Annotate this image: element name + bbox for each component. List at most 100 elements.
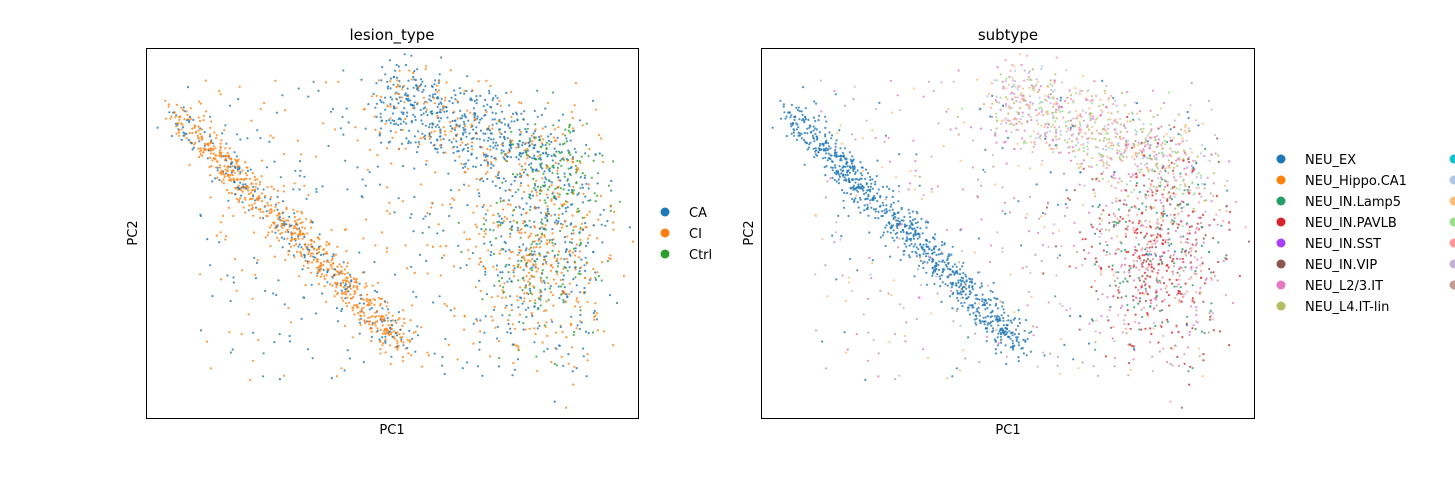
- scatter-point: [440, 56, 443, 59]
- scatter-point: [352, 284, 355, 287]
- scatter-point: [394, 69, 397, 72]
- scatter-point: [349, 293, 352, 296]
- scatter-point: [1163, 153, 1166, 156]
- scatter-point: [293, 182, 296, 185]
- scatter-point: [484, 267, 487, 271]
- scatter-point: [994, 112, 998, 115]
- scatter-point: [530, 312, 533, 315]
- scatter-point: [959, 268, 962, 271]
- scatter-point: [1161, 321, 1164, 324]
- scatter-point: [941, 260, 944, 263]
- scatter-point: [486, 160, 489, 164]
- scatter-point: [935, 253, 938, 257]
- scatter-point: [446, 116, 449, 119]
- scatter-point: [584, 330, 588, 333]
- scatter-point: [572, 225, 576, 229]
- scatter-point: [355, 304, 358, 307]
- scatter-point: [570, 165, 573, 169]
- scatter-point: [457, 221, 460, 224]
- scatter-point: [504, 250, 507, 253]
- scatter-point: [1052, 111, 1055, 114]
- scatter-point: [537, 155, 540, 158]
- scatter-point: [199, 273, 202, 276]
- scatter-point: [386, 319, 389, 322]
- scatter-point: [389, 80, 392, 83]
- scatter-point: [1115, 200, 1118, 203]
- scatter-point: [322, 268, 325, 272]
- scatter-point: [546, 155, 549, 158]
- scatter-point: [506, 331, 509, 334]
- scatter-point: [239, 171, 242, 174]
- scatter-point: [397, 311, 400, 314]
- scatter-point: [1137, 302, 1140, 305]
- scatter-point: [827, 145, 831, 148]
- scatter-point: [525, 202, 528, 205]
- scatter-point: [503, 215, 506, 219]
- scatter-point: [1011, 331, 1014, 334]
- scatter-point: [396, 331, 399, 334]
- scatter-point: [1057, 105, 1060, 108]
- scatter-point: [830, 134, 834, 137]
- scatter-point: [581, 172, 584, 175]
- scatter-point: [322, 253, 325, 256]
- scatter-point: [1192, 207, 1195, 210]
- scatter-point: [946, 284, 949, 287]
- scatter-point: [1196, 155, 1199, 158]
- scatter-point: [995, 316, 998, 319]
- scatter-point: [518, 320, 521, 324]
- scatter-point: [400, 111, 403, 114]
- scatter-point: [566, 159, 569, 162]
- scatter-point: [409, 319, 412, 322]
- scatter-point: [216, 176, 219, 179]
- scatter-point: [1123, 104, 1127, 107]
- scatter-point: [850, 162, 854, 165]
- scatter-point: [299, 222, 302, 225]
- scatter-point: [1144, 208, 1147, 211]
- scatter-point: [586, 359, 589, 362]
- scatter-point: [437, 223, 440, 226]
- scatter-point: [892, 213, 896, 216]
- scatter-point: [334, 253, 338, 256]
- scatter-point: [1126, 120, 1129, 123]
- scatter-point: [811, 134, 815, 137]
- scatter-point: [1008, 119, 1011, 123]
- scatter-point: [426, 272, 429, 275]
- scatter-point: [1155, 186, 1158, 189]
- scatter-point: [471, 251, 474, 255]
- scatter-point: [414, 141, 417, 144]
- scatter-point: [220, 278, 223, 281]
- scatter-point: [249, 378, 252, 381]
- scatter-point: [976, 310, 979, 313]
- scatter-point: [943, 261, 946, 264]
- scatter-point: [962, 290, 965, 293]
- scatter-point: [336, 293, 339, 296]
- scatter-point: [397, 318, 400, 321]
- scatter-point: [468, 238, 471, 241]
- scatter-point: [283, 224, 286, 227]
- scatter-point: [424, 67, 427, 70]
- scatter-point: [484, 228, 487, 231]
- scatter-point: [1125, 189, 1128, 192]
- scatter-point: [393, 75, 396, 78]
- scatter-point: [833, 171, 837, 174]
- scatter-point: [609, 205, 612, 208]
- scatter-point: [438, 73, 441, 76]
- scatter-point: [1034, 137, 1038, 140]
- scatter-point: [379, 99, 382, 102]
- scatter-point: [439, 144, 442, 147]
- scatter-point: [421, 80, 424, 83]
- scatter-point: [482, 203, 486, 207]
- scatter-point: [1053, 126, 1056, 129]
- scatter-point: [837, 182, 841, 185]
- scatter-point: [1164, 143, 1167, 146]
- scatter-point: [309, 255, 312, 258]
- scatter-point: [872, 208, 876, 211]
- scatter-point: [368, 323, 371, 326]
- scatter-point: [575, 243, 578, 246]
- scatter-point: [873, 194, 876, 198]
- scatter-point: [231, 348, 234, 351]
- scatter-point: [1072, 117, 1075, 120]
- scatter-point: [874, 216, 877, 220]
- scatter-point: [986, 95, 989, 98]
- scatter-point: [1174, 143, 1177, 146]
